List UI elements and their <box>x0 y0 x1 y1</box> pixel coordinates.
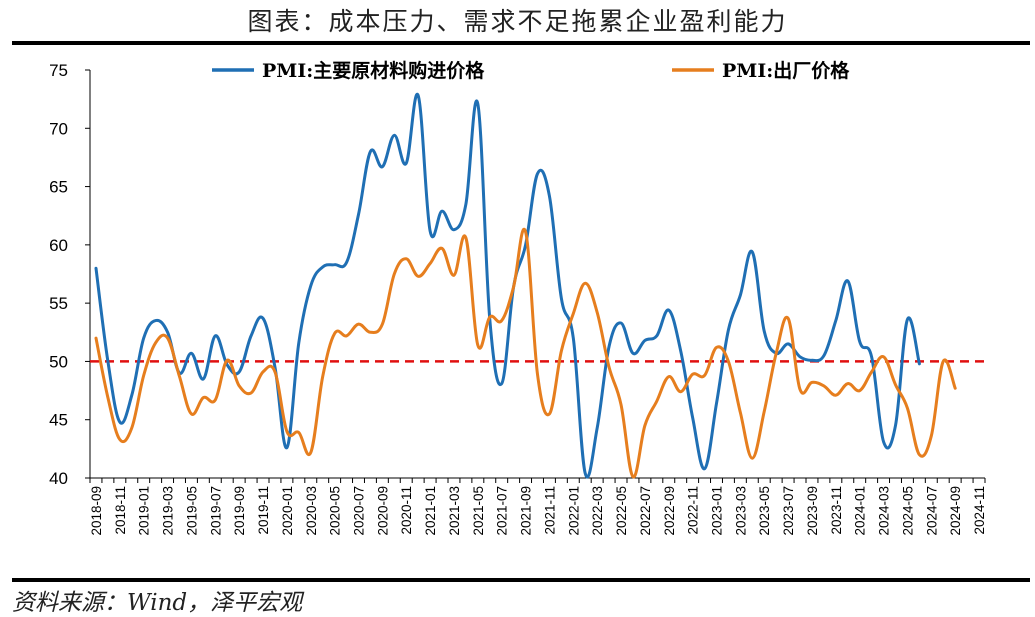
x-tick-label: 2023-09 <box>805 486 820 536</box>
source-note: 资料来源：Wind，泽平宏观 <box>12 590 303 616</box>
x-tick-label: 2023-05 <box>757 486 772 536</box>
x-tick-label: 2020-01 <box>280 486 295 536</box>
x-tick-label: 2019-05 <box>184 486 199 536</box>
y-tick-label: 75 <box>49 61 68 80</box>
x-tick-label: 2019-09 <box>232 486 247 536</box>
legend-label-1: PMI:主要原材料购进价格 <box>262 59 485 82</box>
x-tick-label: 2023-07 <box>781 486 796 536</box>
x-tick-label: 2024-11 <box>972 486 987 535</box>
series-group <box>94 92 957 479</box>
x-tick-label: 2018-11 <box>113 486 128 535</box>
title-divider <box>12 41 1030 45</box>
x-tick-label: 2022-05 <box>614 486 629 536</box>
x-tick-label: 2019-01 <box>137 486 152 536</box>
x-tick-label: 2021-07 <box>495 486 510 536</box>
x-tick-label: 2023-11 <box>829 486 844 535</box>
x-tick-label: 2020-09 <box>375 486 390 536</box>
chart-axes: 40 45 50 55 60 65 70 75 2018-09 2018-11 2019-01 201… <box>49 61 987 536</box>
y-tick-label: 70 <box>49 119 68 138</box>
x-tick-label: 2022-09 <box>662 486 677 536</box>
x-tick-label: 2020-03 <box>304 486 319 536</box>
x-tick-label: 2022-11 <box>686 486 701 535</box>
x-tick-label: 2020-05 <box>328 486 343 536</box>
x-tick-label: 2019-07 <box>208 486 223 536</box>
series-line-1 <box>94 92 921 479</box>
x-tick-label: 2024-01 <box>853 486 868 536</box>
x-tick-label: 2021-11 <box>542 486 557 535</box>
x-tick-label: 2019-03 <box>161 486 176 536</box>
x-tick-label: 2024-07 <box>924 486 939 536</box>
x-tick-label: 2021-05 <box>471 486 486 536</box>
x-tick-label: 2022-07 <box>638 486 653 536</box>
x-tick-label: 2024-09 <box>948 486 963 536</box>
x-tick-label: 2024-03 <box>877 486 892 536</box>
y-tick-label: 50 <box>49 352 68 371</box>
legend-label-2: PMI:出厂价格 <box>722 59 850 82</box>
x-tick-label: 2018-09 <box>89 486 104 536</box>
x-tick-label: 2022-01 <box>566 486 581 536</box>
x-tick-label: 2023-01 <box>710 486 725 536</box>
x-tick-label: 2020-07 <box>352 486 367 536</box>
series-line-2 <box>94 227 957 479</box>
y-tick-label: 65 <box>49 178 68 197</box>
chart-title: 图表：成本压力、需求不足拖累企业盈利能力 <box>247 7 788 36</box>
x-tick-label: 2019-11 <box>256 486 271 535</box>
x-tick-label: 2021-03 <box>447 486 462 536</box>
x-tick-label: 2020-11 <box>399 486 414 535</box>
y-tick-label: 40 <box>49 469 68 488</box>
footer-divider <box>12 578 1030 582</box>
y-tick-label: 55 <box>49 294 68 313</box>
x-tick-label: 2023-03 <box>733 486 748 536</box>
y-tick-label: 60 <box>49 236 68 255</box>
x-tick-label: 2021-09 <box>519 486 534 536</box>
x-tick-label: 2024-05 <box>900 486 915 536</box>
y-tick-label: 45 <box>49 411 68 430</box>
x-tick-label: 2021-01 <box>423 486 438 536</box>
chart-legend: PMI:主要原材料购进价格 PMI:出厂价格 <box>212 59 850 82</box>
x-tick-label: 2022-03 <box>590 486 605 536</box>
